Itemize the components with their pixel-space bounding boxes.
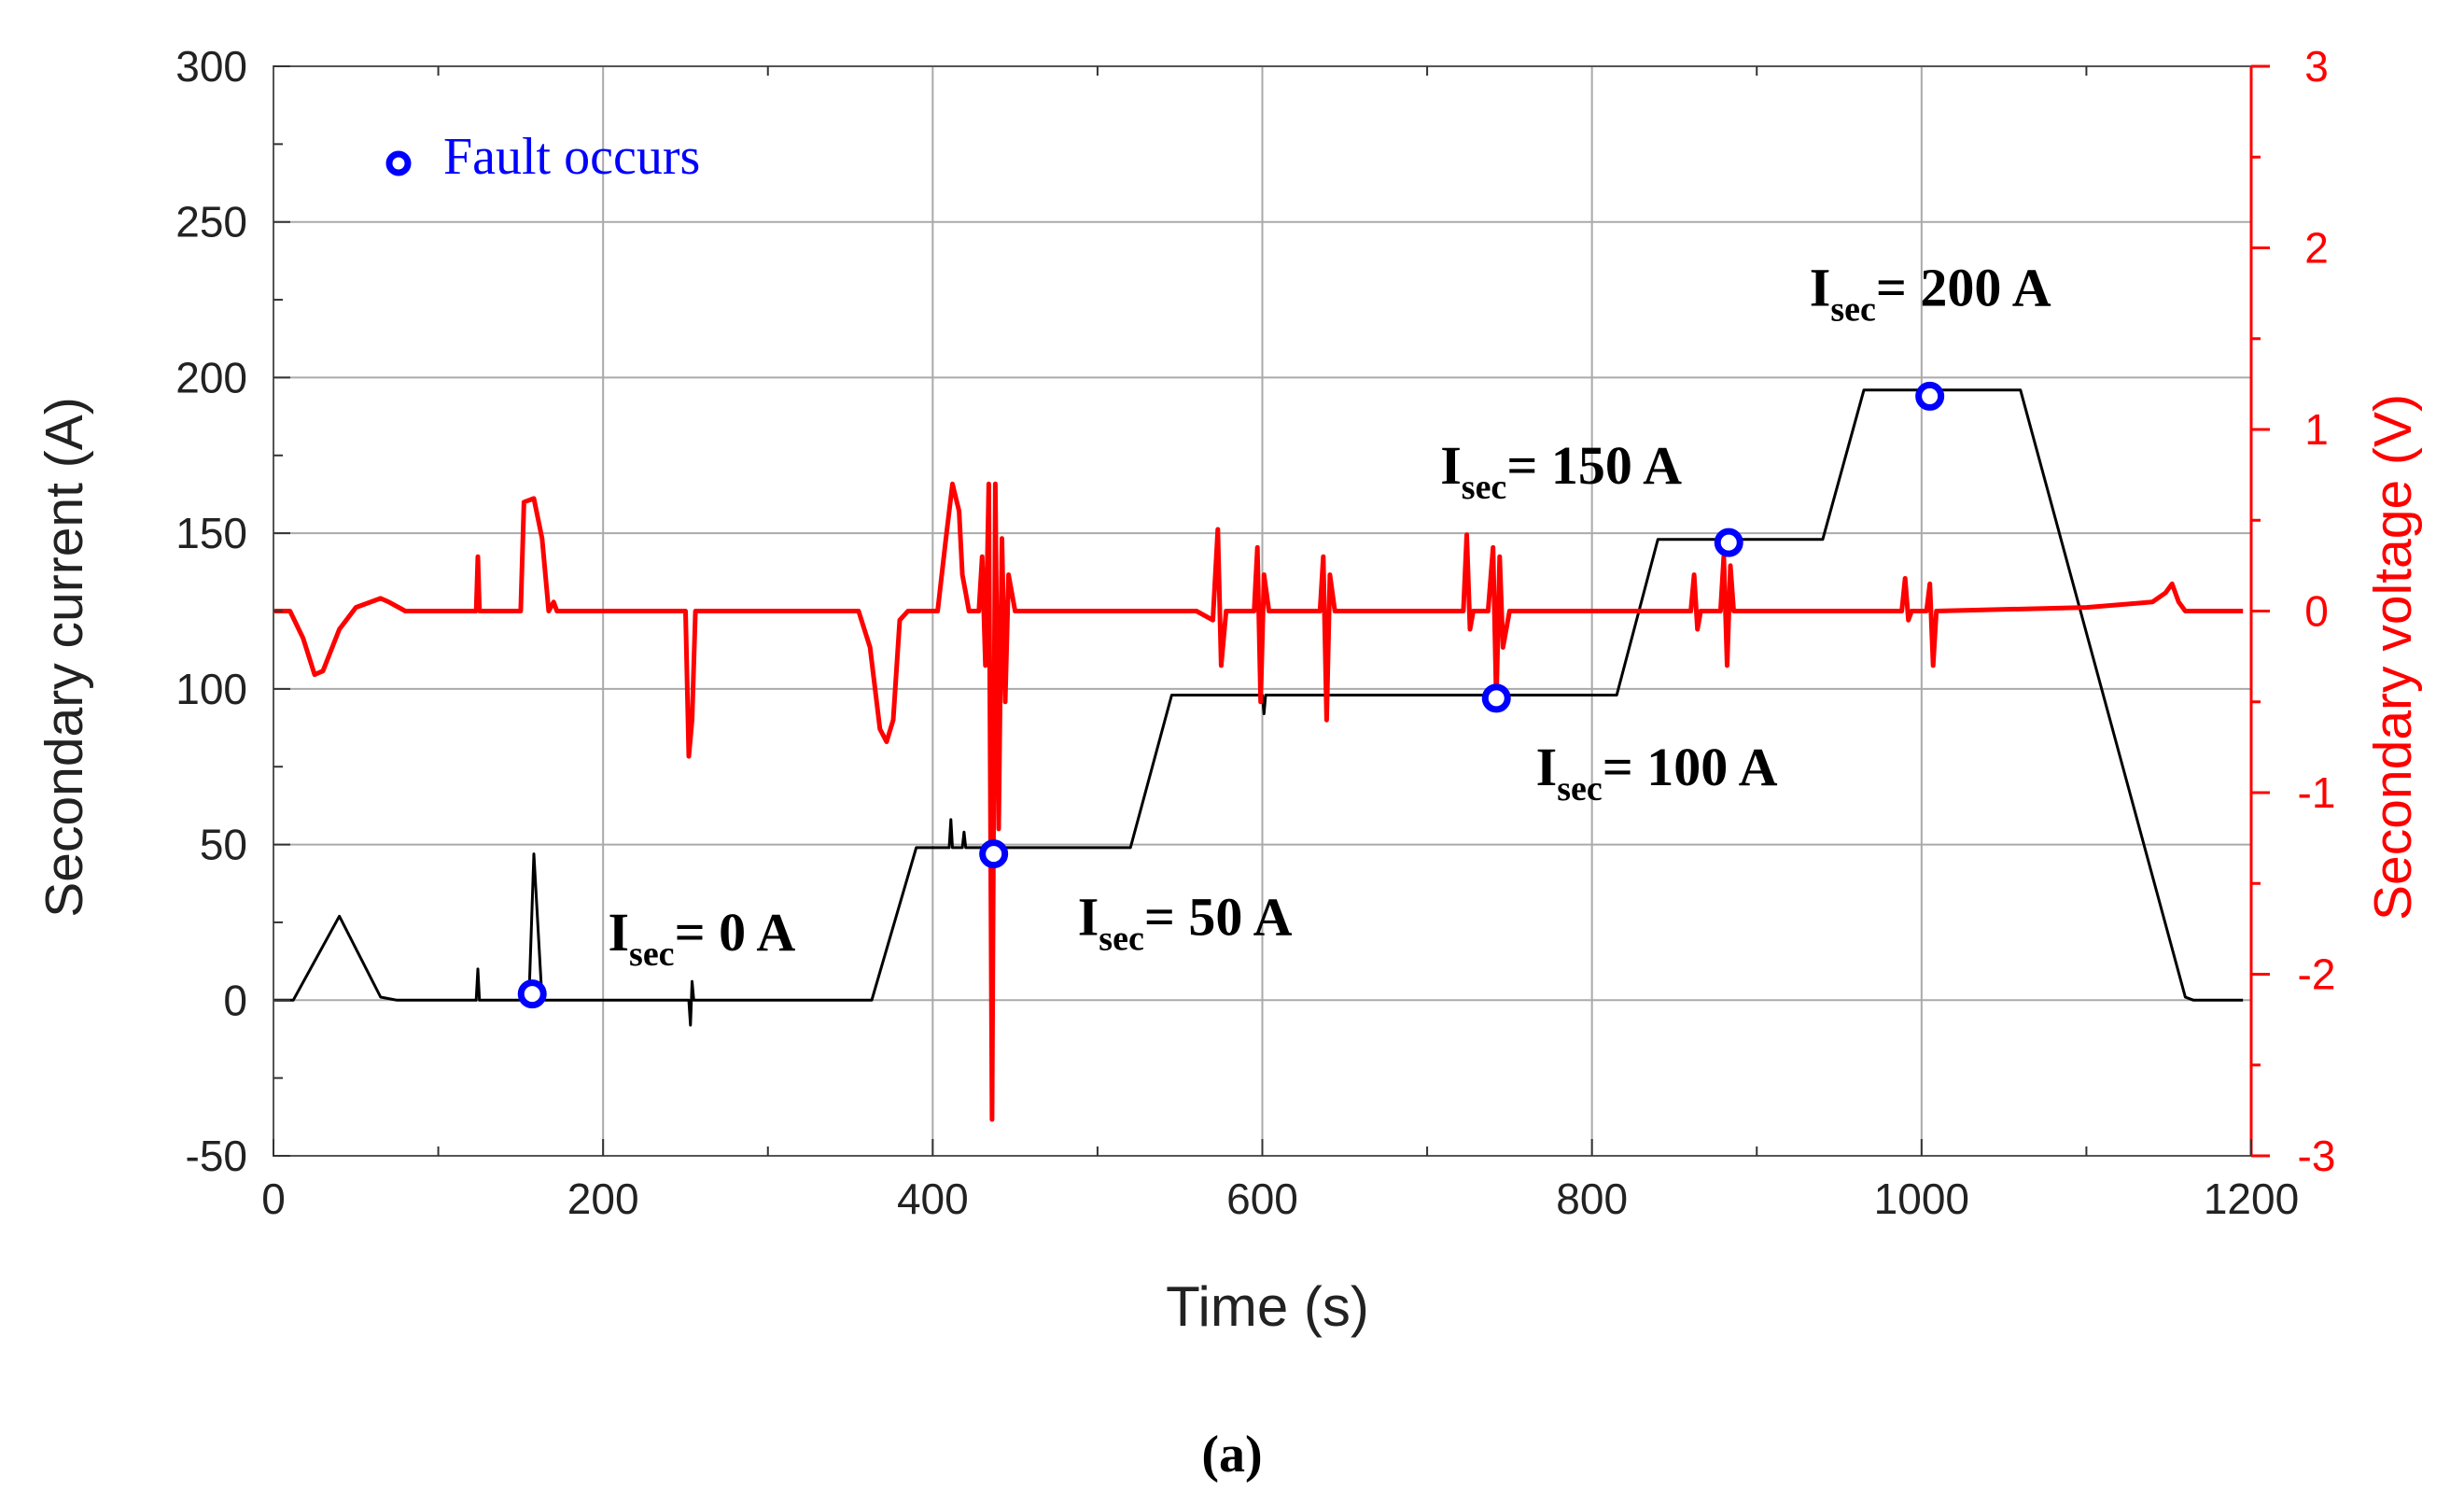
y-left-tick-label: 200 [175, 353, 247, 401]
isec-annotation: Isec= 0 A [608, 902, 795, 974]
fault-marker [979, 839, 1009, 869]
current-line [273, 388, 2244, 1027]
fault-marker [1714, 527, 1743, 557]
y-left-tick-label: 100 [175, 665, 247, 713]
y-axis-label-right: Secondary voltage (V) [2363, 394, 2423, 921]
x-tick-label: 200 [567, 1174, 639, 1223]
x-tick-label: 1200 [2204, 1174, 2299, 1223]
panel-label: (a) [1201, 1426, 1262, 1484]
y-left-tick-label: 250 [175, 198, 247, 246]
fault-marker [1915, 381, 1945, 411]
y-left-tick-label: 0 [223, 976, 247, 1024]
isec-annotation: Isec= 150 A [1440, 435, 1682, 507]
tick-marks [273, 64, 2270, 1158]
x-tick-label: 1000 [1874, 1174, 1969, 1223]
x-tick-label: 400 [897, 1174, 969, 1223]
y-left-tick-label: -50 [186, 1132, 247, 1180]
series-voltage [273, 481, 2244, 1122]
y-left-tick-label: 50 [200, 821, 247, 869]
fault-marker [1481, 683, 1511, 713]
isec-annotation: Isec= 100 A [1536, 737, 1778, 809]
x-tick-label: 600 [1226, 1174, 1298, 1223]
legend-marker [385, 150, 412, 176]
isec-annotation: Isec= 200 A [1810, 258, 2051, 330]
y-right-tick-label: 1 [2304, 405, 2329, 454]
tick-labels: 0 200 400 600 800 1000 1200 -50 0 50 100 150 200 250 3… [175, 42, 2335, 1223]
voltage-line [273, 481, 2244, 1122]
y-axis-label-left: Secondary current (A) [35, 397, 94, 918]
x-tick-label: 800 [1556, 1174, 1628, 1223]
fault-markers [517, 381, 1945, 1009]
y-right-tick-label: 2 [2304, 224, 2329, 273]
x-tick-label: 0 [261, 1174, 286, 1223]
legend: Fault occurs [385, 128, 700, 186]
annotations: Isec= 0 A Isec= 50 A Isec= 100 A Isec= 150 … [608, 258, 2051, 974]
series-current [273, 388, 2244, 1027]
y-right-tick-label: 0 [2304, 587, 2329, 636]
y-left-tick-label: 300 [175, 42, 247, 91]
y-right-tick-label: 3 [2304, 42, 2329, 91]
x-axis-label: Time (s) [1166, 1275, 1369, 1338]
legend-label: Fault occurs [443, 128, 700, 186]
y-left-tick-label: 150 [175, 509, 247, 557]
y-right-tick-label: -2 [2298, 950, 2336, 999]
y-right-tick-label: -1 [2298, 768, 2336, 817]
isec-annotation: Isec= 50 A [1078, 886, 1293, 958]
fault-marker [517, 979, 547, 1009]
y-right-tick-label: -3 [2298, 1132, 2336, 1180]
